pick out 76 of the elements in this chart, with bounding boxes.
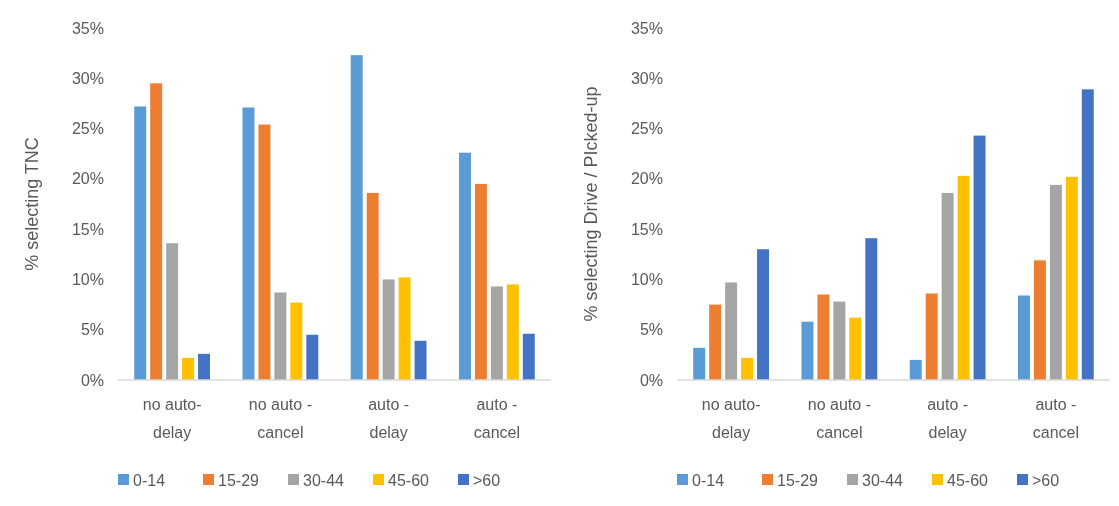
bar <box>909 359 922 380</box>
bar <box>274 292 287 380</box>
y-tick-label: 20% <box>71 170 104 188</box>
bar <box>709 304 722 380</box>
bar <box>366 192 379 380</box>
legend-label: >60 <box>473 471 501 489</box>
y-tick-label: 20% <box>630 170 663 188</box>
bar <box>833 301 846 380</box>
y-tick-label: 5% <box>639 321 663 339</box>
x-tick-label: auto - delay <box>368 396 410 441</box>
bar <box>693 347 706 380</box>
y-tick-label: 35% <box>71 19 104 37</box>
bar <box>849 317 862 380</box>
bar <box>198 353 211 380</box>
bar <box>973 135 986 380</box>
y-tick-label: 15% <box>630 220 663 238</box>
legend-label: 30-44 <box>862 471 904 489</box>
bar <box>1065 176 1078 380</box>
bar <box>150 83 163 380</box>
bar <box>1017 295 1030 380</box>
legend-label: 0-14 <box>133 471 166 489</box>
x-tick-label: auto - cancel <box>473 396 520 441</box>
bar <box>182 357 195 380</box>
y-tick-label: 35% <box>630 19 663 37</box>
legend-label: 0-14 <box>692 471 725 489</box>
y-tick-label: 0% <box>639 371 663 389</box>
bar <box>474 183 487 380</box>
legend-label: 45-60 <box>947 471 989 489</box>
y-tick-label: 25% <box>630 120 663 138</box>
y-tick-label: 0% <box>80 371 104 389</box>
bar <box>398 277 411 380</box>
x-tick-label: no auto-delay <box>142 396 202 441</box>
legend-label: >60 <box>1032 471 1060 489</box>
bar <box>817 294 830 380</box>
x-tick-label: auto - delay <box>927 396 969 441</box>
bar <box>941 192 954 380</box>
x-tick-label: no auto-delay <box>701 396 761 441</box>
y-tick-label: 30% <box>630 69 663 87</box>
bar <box>134 106 147 380</box>
y-tick-label: 15% <box>71 220 104 238</box>
legend-label: 45-60 <box>388 471 430 489</box>
bar <box>458 152 471 380</box>
bar <box>414 340 427 380</box>
x-tick-label: auto - cancel <box>1032 396 1079 441</box>
x-tick-label: no auto - cancel <box>248 396 312 441</box>
legend-label: 15-29 <box>777 471 819 489</box>
y-tick-label: 25% <box>71 120 104 138</box>
y-tick-label: 10% <box>630 271 663 289</box>
bar <box>290 302 303 380</box>
bar <box>865 238 878 380</box>
bar <box>801 321 814 380</box>
y-axis-title: % selecting Drive / PIcked-up <box>581 86 601 322</box>
bar <box>506 284 519 380</box>
bar <box>166 243 179 380</box>
bar <box>350 55 363 380</box>
bar <box>382 279 395 380</box>
bar <box>741 357 754 380</box>
bar <box>725 282 738 380</box>
bar <box>757 249 770 380</box>
bar <box>490 286 503 380</box>
bar <box>957 175 970 380</box>
bar <box>306 334 319 380</box>
y-tick-label: 30% <box>71 69 104 87</box>
legend-label: 30-44 <box>303 471 345 489</box>
bar <box>522 333 535 380</box>
bar <box>242 107 255 380</box>
bar <box>1033 260 1046 380</box>
bar <box>925 293 938 380</box>
bar <box>1049 184 1062 380</box>
x-tick-label: no auto - cancel <box>807 396 871 441</box>
bar <box>258 124 271 380</box>
y-tick-label: 5% <box>80 321 104 339</box>
bar <box>1081 89 1094 380</box>
y-axis-title: % selecting TNC <box>22 137 42 271</box>
y-tick-label: 10% <box>71 271 104 289</box>
legend-label: 15-29 <box>218 471 260 489</box>
